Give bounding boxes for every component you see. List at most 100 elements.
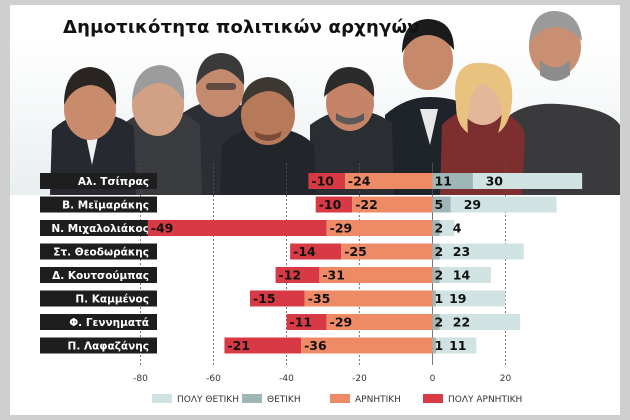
bar-positive [432, 196, 451, 213]
category-label-box [40, 290, 153, 307]
bar-negative [326, 220, 433, 236]
x-tick-label-0: -80 [133, 374, 148, 384]
category-label-pointer [153, 337, 157, 354]
legend-swatch [423, 394, 443, 403]
x-tick-label-2: -40 [279, 374, 294, 384]
data-label-negative: -24 [348, 174, 371, 189]
bar-very-positive [439, 267, 491, 283]
category-label-box [40, 243, 153, 260]
legend-label: ΠΟΛΥ ΘΕΤΙΚΗ [177, 395, 239, 405]
bar-very-positive [472, 173, 583, 189]
bar-positive [432, 243, 440, 260]
x-tick-label-4: 0 [430, 374, 436, 384]
data-label-very-positive: 4 [453, 221, 462, 236]
legend-label: ΠΟΛΥ ΑΡΝΗΤΙΚΗ [448, 395, 522, 405]
bar-positive [432, 220, 440, 236]
bar-positive [432, 173, 473, 189]
bar-negative [341, 243, 433, 260]
data-label-very-negative: -10 [311, 174, 334, 189]
data-label-very-positive: 30 [486, 174, 504, 189]
bar-very-positive [439, 220, 455, 236]
diverging-bar-chart: Αλ. Τσίπρας -10 -24 11 30Β. Μεϊμαράκης -10 -22… [40, 163, 583, 405]
data-label-positive: 2 [435, 244, 444, 259]
x-tick-label-5: 20 [500, 374, 512, 384]
data-label-positive: 2 [435, 268, 444, 283]
bar-negative [319, 267, 433, 283]
data-label-very-negative: -12 [279, 268, 302, 283]
data-label-positive: 2 [435, 221, 444, 236]
data-label-positive: 1 [435, 338, 444, 353]
data-label-negative: -25 [344, 244, 367, 259]
x-tick-label-3: -20 [352, 374, 367, 384]
x-tick-label-1: -60 [206, 374, 221, 384]
data-label-very-positive: 19 [449, 291, 466, 306]
data-label-very-positive: 14 [453, 268, 471, 283]
bar-negative [352, 196, 433, 213]
category-label-box [40, 337, 153, 354]
bar-negative [344, 173, 433, 189]
category-label: Β. Μεϊμαράκης [62, 200, 149, 212]
data-label-positive: 1 [435, 291, 444, 306]
category-label-pointer [153, 243, 157, 260]
data-label-positive: 11 [435, 174, 452, 189]
category-label-box [40, 173, 153, 189]
bar-positive [432, 337, 437, 354]
legend-label: ΘΕΤΙΚΗ [267, 395, 301, 405]
data-label-negative: -31 [322, 268, 345, 283]
data-label-negative: -22 [355, 197, 378, 212]
category-label-box [40, 196, 153, 213]
category-label: Π. Λαφαζάνης [68, 341, 149, 353]
category-label: Αλ. Τσίπρας [78, 176, 149, 188]
category-label-pointer [153, 267, 157, 283]
category-label: Δ. Κουτσούμπας [52, 270, 149, 282]
category-label-box [40, 314, 153, 330]
bar-very-negative [315, 196, 353, 213]
data-label-very-positive: 23 [453, 244, 470, 259]
bar-very-negative [224, 337, 302, 354]
bar-positive [432, 290, 437, 307]
bar-positive [432, 267, 440, 283]
data-label-negative: -29 [330, 221, 353, 236]
category-label-pointer [153, 173, 157, 189]
data-label-very-negative: -10 [319, 197, 342, 212]
category-label-pointer [153, 196, 157, 213]
bar-positive [432, 314, 440, 330]
bar-very-negative [275, 267, 320, 283]
data-label-very-positive: 11 [449, 338, 466, 353]
data-label-very-positive: 29 [464, 197, 481, 212]
bar-negative [304, 290, 433, 307]
data-label-very-negative: -15 [253, 291, 276, 306]
bar-very-positive [450, 196, 557, 213]
chart-title: Δημοτικότητα πολιτικών αρχηγών [63, 17, 420, 38]
category-label: Στ. Θεοδωράκης [53, 247, 149, 259]
legend-swatch [242, 394, 262, 403]
category-label: Φ. Γεννηματά [69, 317, 149, 329]
leaders-photo-collage [10, 10, 620, 195]
category-label-pointer [153, 314, 157, 330]
legend-label: ΑΡΝΗΤΙΚΗ [355, 395, 401, 405]
category-label: Ν. Μιχαλολιάκος [51, 223, 149, 235]
data-label-very-negative: -14 [293, 244, 316, 259]
bar-negative [326, 314, 433, 330]
category-label-box [40, 220, 153, 236]
bar-very-positive [439, 243, 524, 260]
bar-very-positive [439, 314, 521, 330]
bar-very-negative [147, 220, 327, 236]
data-label-positive: 5 [435, 197, 444, 212]
bar-very-negative [308, 173, 345, 189]
legend-swatch [330, 394, 350, 403]
data-label-negative: -35 [308, 291, 331, 306]
data-label-positive: 2 [435, 315, 444, 330]
data-label-negative: -29 [330, 315, 353, 330]
bar-negative [301, 337, 433, 354]
category-label-box [40, 267, 153, 283]
bar-very-positive [436, 290, 506, 307]
bar-very-negative [290, 243, 342, 260]
data-label-very-negative: -21 [227, 338, 250, 353]
data-label-very-positive: 22 [453, 315, 470, 330]
data-label-negative: -36 [304, 338, 327, 353]
bar-very-negative [286, 314, 327, 330]
category-label-pointer [153, 290, 157, 307]
bar-very-negative [250, 290, 305, 307]
